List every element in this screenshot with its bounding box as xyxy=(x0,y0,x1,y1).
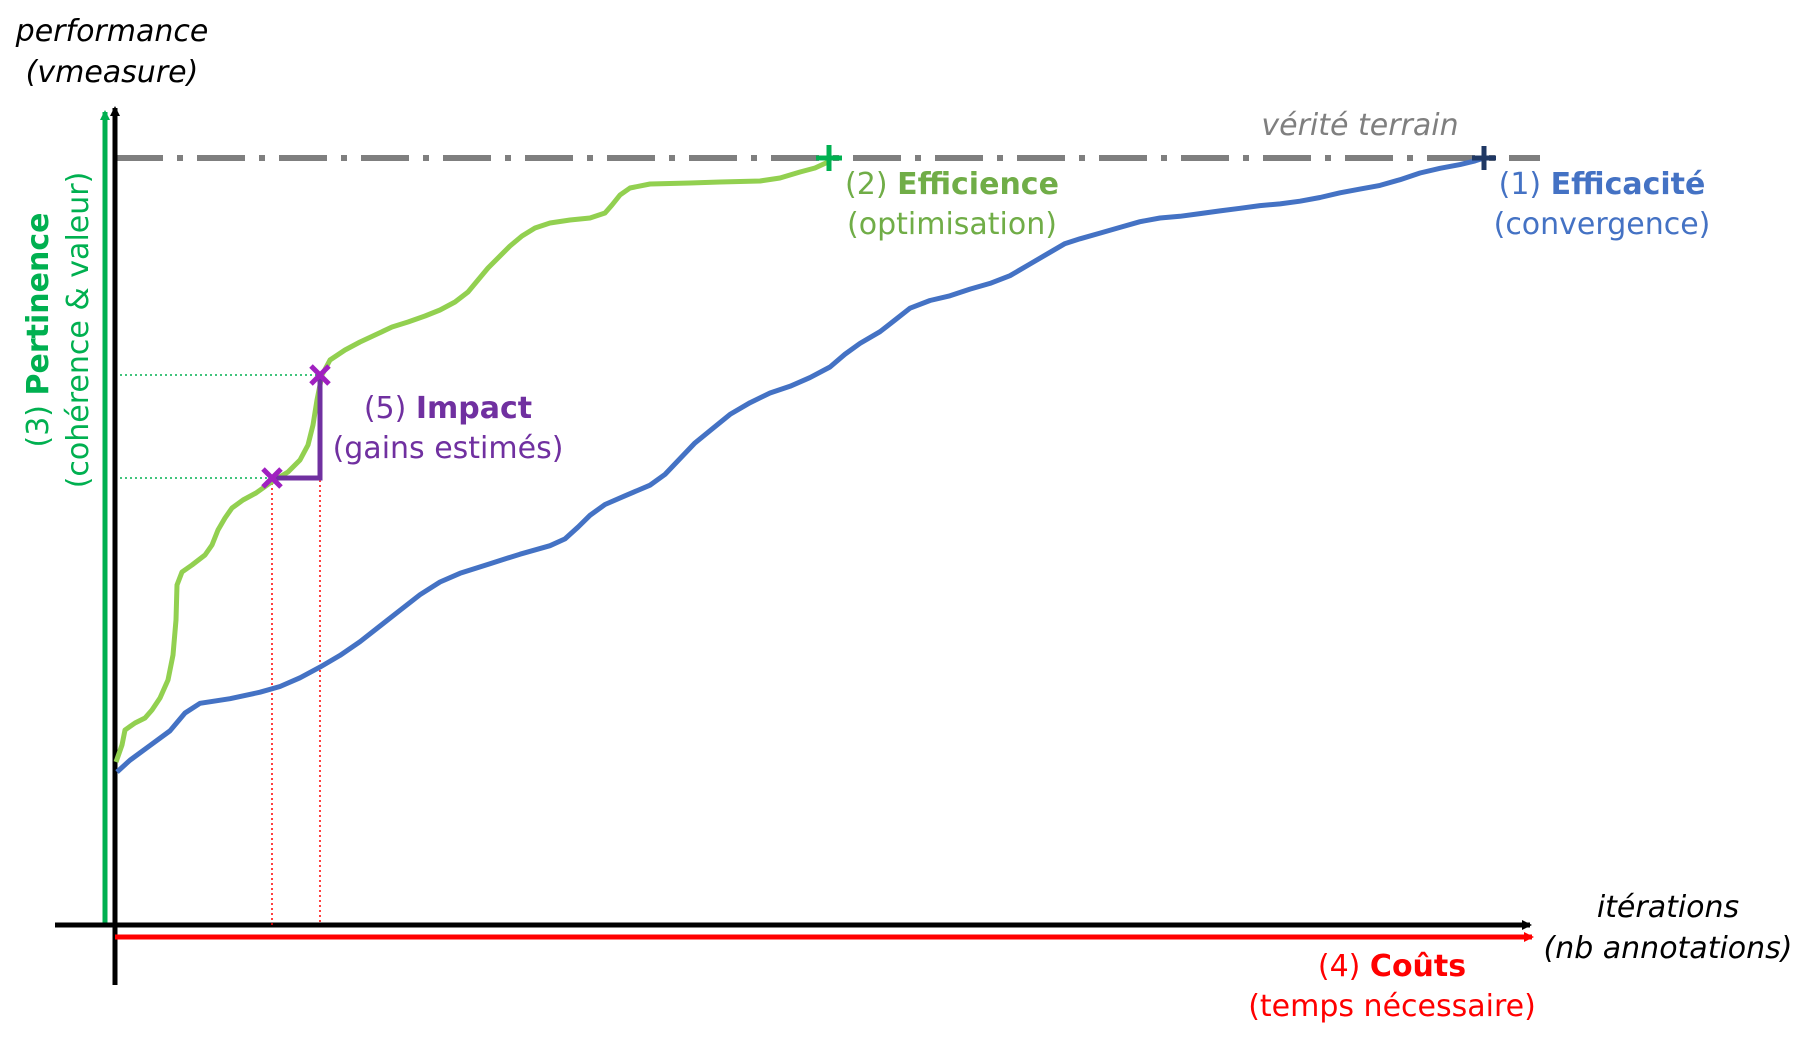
impact-marker-upper xyxy=(309,364,331,386)
efficience-sub: (optimisation) xyxy=(847,207,1057,242)
x-axis-title-line2: (nb annotations) xyxy=(1543,931,1792,966)
impact-marker-lower xyxy=(261,467,283,489)
x-axis-title-line1: itérations xyxy=(1597,890,1739,925)
efficience-curve xyxy=(113,159,830,763)
impact-label: (5) Impact xyxy=(364,391,532,426)
couts-label: (4) Coûts xyxy=(1318,949,1466,984)
y-axis-title-line1: performance xyxy=(15,14,209,49)
ground-truth-label: vérité terrain xyxy=(1261,108,1458,143)
efficacite-sub: (convergence) xyxy=(1494,207,1711,242)
efficience-label: (2) Efficience xyxy=(845,167,1059,202)
pertinence-sub: (cohérence & valeur) xyxy=(61,172,96,489)
impact-sub: (gains estimés) xyxy=(333,431,564,466)
couts-sub: (temps nécessaire) xyxy=(1248,989,1536,1024)
y-axis-title-line2: (vmeasure) xyxy=(26,55,199,90)
efficacite-label: (1) Efficacité xyxy=(1499,167,1706,202)
pertinence-label: (3) Pertinence xyxy=(21,213,56,448)
impact-bracket xyxy=(272,378,323,481)
efficacite-curve xyxy=(115,155,1485,774)
